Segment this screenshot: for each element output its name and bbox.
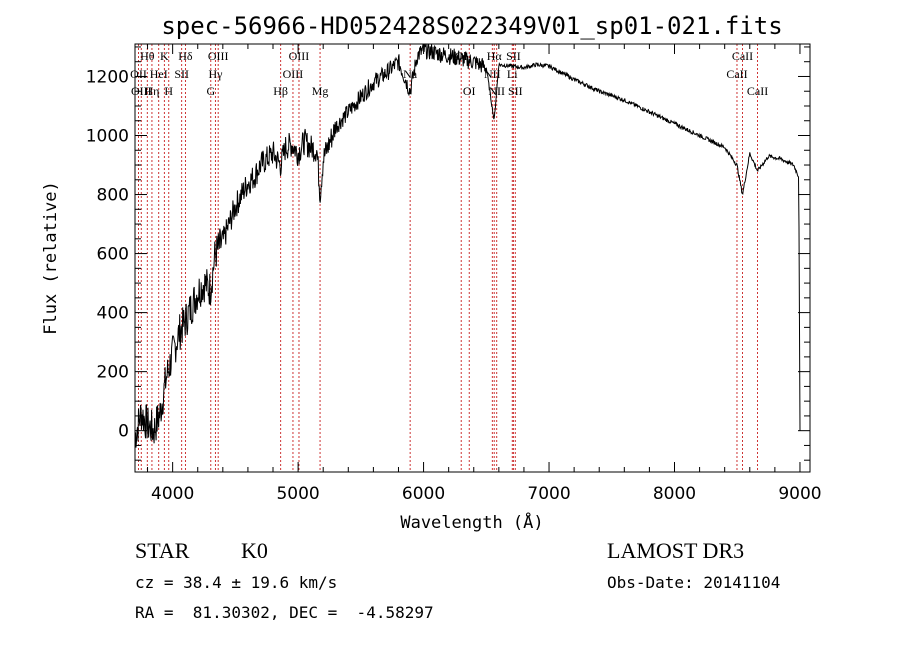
spectral-line-label: Na [403,67,418,81]
y-axis-ticks: 0 200 400 600 800 1000 1200 [86,46,810,461]
emission-line-markers [138,44,759,472]
spectral-line-label: Li [507,67,518,81]
y-tick-label: 400 [97,304,129,324]
survey-name: LAMOST DR3 [607,538,745,563]
spectral-line-label: CaII [726,67,747,81]
spectral-line-label: Mg [312,84,329,98]
spectral-line-label: SII [506,49,521,63]
spectral-line-label: OIII [283,67,304,81]
y-tick-label: 0 [118,422,129,442]
y-tick-label: 200 [97,363,129,383]
x-tick-label: 9000 [778,484,821,504]
spectrum-line [134,43,801,448]
spectral-line-label: Hα [487,49,503,63]
redshift-velocity: cz = 38.4 ± 19.6 km/s [135,573,338,592]
spectral-line-label: H [164,84,173,98]
spectral-subclass: K0 [241,538,268,563]
object-type: STAR [135,538,190,563]
spectral-line-label: HeI [150,67,168,81]
chart-title: spec-56966-HD052428S022349V01_sp01-021.f… [161,12,782,40]
plot-frame [134,43,811,473]
spectral-line-label: Hδ [178,49,193,63]
y-axis-label: Flux (relative) [41,181,61,335]
spectral-line-label: Hθ [140,49,155,63]
x-axis-label: Wavelength (Å) [400,511,543,533]
spectral-line-label: Hγ [208,67,223,81]
spectral-line-label: K [160,49,169,63]
x-axis-ticks: 4000 5000 6000 7000 8000 9000 [147,44,822,504]
y-tick-label: 1000 [86,127,129,147]
x-tick-label: 7000 [527,484,570,504]
x-tick-label: 8000 [653,484,696,504]
observation-date: Obs-Date: 20141104 [607,573,781,592]
spectral-line-label: Hη [144,84,159,98]
y-tick-label: 800 [97,186,129,206]
x-tick-label: 5000 [276,484,319,504]
spectral-line-label: CaII [747,84,768,98]
y-tick-label: 1200 [86,67,129,87]
spectral-line-label: OIII [131,84,152,98]
spectral-line-label: CaII [732,49,753,63]
spectral-line-label: OII [130,67,147,81]
spectral-line-label: OI [463,84,476,98]
spectral-line-label: OIII [289,49,310,63]
spectral-line-label: SII [174,67,189,81]
spectral-line-label: OIII [208,49,229,63]
spectral-line-label: Hβ [273,84,288,98]
x-tick-label: 6000 [402,484,445,504]
y-tick-label: 600 [97,245,129,265]
spectral-line-label: G [206,84,215,98]
x-tick-label: 4000 [151,484,194,504]
coordinates: RA = 81.30302, DEC = -4.58297 [135,603,434,622]
spectral-line-label: SII [508,84,523,98]
